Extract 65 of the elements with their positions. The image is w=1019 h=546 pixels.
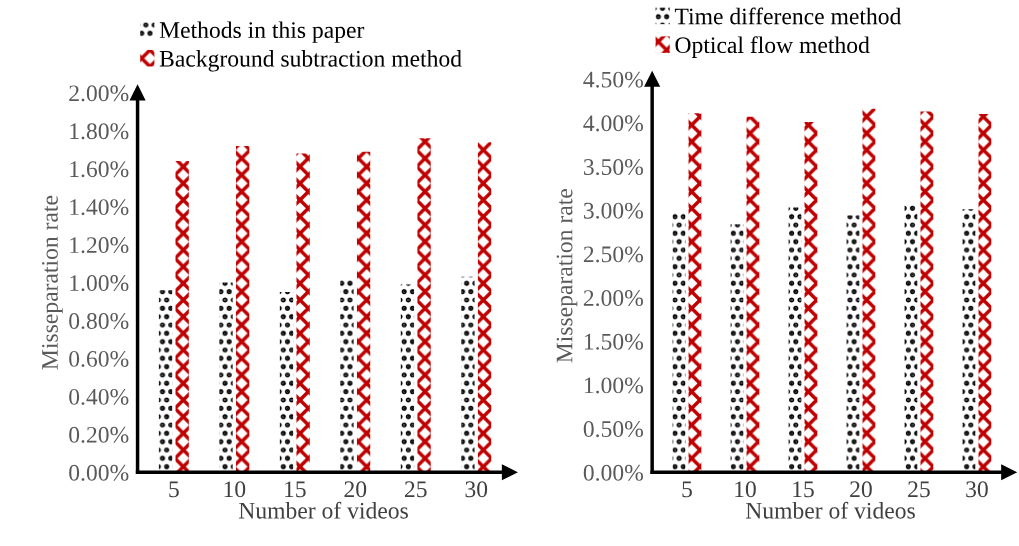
y-tick-label: 0.50% xyxy=(583,421,644,438)
bar xyxy=(175,161,189,473)
x-tick-label: 10 xyxy=(224,481,246,498)
y-tick-label: 1.60% xyxy=(70,161,129,178)
bar xyxy=(978,114,992,473)
bar xyxy=(920,111,934,473)
y-tick-label: 0.00% xyxy=(583,464,644,481)
x-tick-label: 15 xyxy=(793,481,814,498)
y-tick-label: 1.00% xyxy=(70,275,129,292)
x-tick-label: 20 xyxy=(344,481,367,498)
y-tick-label: 1.40% xyxy=(70,199,129,216)
y-tick-label: 3.50% xyxy=(583,159,644,176)
bar xyxy=(904,204,918,473)
bar xyxy=(235,145,250,473)
bar xyxy=(688,113,702,473)
bar xyxy=(417,138,431,473)
x-axis-title: Number of videos xyxy=(238,501,408,519)
y-tick-label: 1.50% xyxy=(584,333,644,350)
bar xyxy=(296,153,310,473)
y-axis-title: Misseparation rate xyxy=(556,189,578,363)
x-tick-label: 15 xyxy=(285,481,306,498)
bar xyxy=(962,209,976,473)
y-tick-label: 3.00% xyxy=(583,202,644,219)
x-tick-label: 10 xyxy=(735,481,756,498)
bar xyxy=(730,224,744,473)
x-tick-label: 20 xyxy=(850,481,872,498)
bar xyxy=(804,121,818,473)
x-tick-label: 25 xyxy=(908,481,930,498)
x-tick-label: 5 xyxy=(682,481,692,498)
x-tick-label: 30 xyxy=(966,481,988,498)
bar xyxy=(356,151,371,473)
bar xyxy=(158,290,173,473)
bar xyxy=(477,142,492,473)
y-tick-label: 4.50% xyxy=(583,71,644,88)
bar xyxy=(846,215,860,473)
bar xyxy=(340,278,354,473)
y-tick-label: 0.80% xyxy=(69,312,129,330)
y-axis-title: Misseparation rate xyxy=(42,195,63,370)
y-tick-label: 0.40% xyxy=(69,388,129,405)
x-tick-label: 25 xyxy=(404,481,427,498)
x-tick-label: 5 xyxy=(169,481,179,498)
legend-label: Optical flow method xyxy=(675,36,870,58)
bar xyxy=(461,276,475,473)
y-tick-label: 1.80% xyxy=(70,123,129,140)
bar xyxy=(746,116,760,473)
bar xyxy=(788,207,802,473)
bar xyxy=(279,292,294,473)
legend-label: Methods in this paper xyxy=(159,21,365,43)
y-tick-label: 1.20% xyxy=(70,237,129,254)
y-tick-label: 0.60% xyxy=(69,350,129,367)
y-tick-label: 2.50% xyxy=(583,246,644,263)
bar xyxy=(672,212,686,473)
y-tick-label: 0.20% xyxy=(69,426,129,443)
x-axis-title: Number of videos xyxy=(745,501,915,519)
legend-label: Background subtraction method xyxy=(159,50,462,72)
x-tick-label: 30 xyxy=(465,481,488,498)
bar xyxy=(400,284,415,473)
y-tick-label: 2.00% xyxy=(69,85,129,102)
y-tick-label: 1.00% xyxy=(584,377,644,394)
y-tick-label: 4.00% xyxy=(583,115,644,132)
bar xyxy=(862,108,876,473)
legend-label: Time difference method xyxy=(674,7,902,25)
y-tick-label: 0.00% xyxy=(69,464,129,481)
bar xyxy=(219,282,233,473)
y-tick-label: 2.00% xyxy=(583,290,644,307)
